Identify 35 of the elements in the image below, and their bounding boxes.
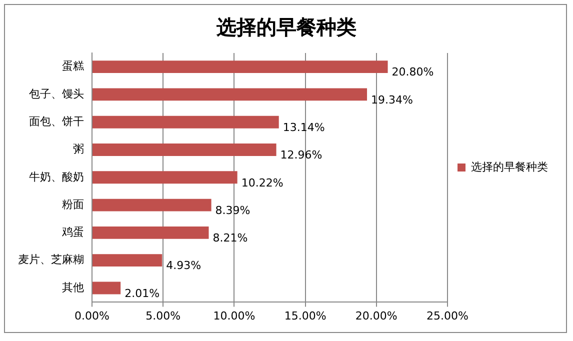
chart-title: 选择的早餐种类 xyxy=(216,15,356,40)
x-tick-label: 25.00% xyxy=(426,309,468,322)
data-label: 13.14% xyxy=(282,120,325,134)
bar xyxy=(92,226,209,239)
y-tick-label: 包子、馒头 xyxy=(29,87,84,100)
data-label: 19.34% xyxy=(371,93,413,106)
bar xyxy=(92,60,388,74)
x-tick-label: 20.00% xyxy=(355,309,398,322)
bar xyxy=(92,88,368,101)
y-tick-label: 其他 xyxy=(62,280,84,294)
y-tick-label: 鸡蛋 xyxy=(61,226,84,239)
data-label: 12.96% xyxy=(280,148,322,162)
legend-label: 选择的早餐种类 xyxy=(471,160,548,174)
bar xyxy=(92,171,238,184)
bar xyxy=(92,282,121,294)
y-tick-label: 粉面 xyxy=(62,198,84,211)
data-label: 4.93% xyxy=(166,259,202,272)
data-label: 20.80% xyxy=(392,66,434,79)
data-label: 10.22% xyxy=(241,176,284,190)
bar xyxy=(92,116,279,128)
x-tick-label: 0.00% xyxy=(74,309,110,322)
data-label: 8.21% xyxy=(212,232,248,245)
x-tick-label: 5.00% xyxy=(146,309,181,322)
bar xyxy=(92,198,212,212)
bar xyxy=(92,254,162,267)
x-tick-label: 15.00% xyxy=(284,309,326,322)
y-tick-label: 麦片、芝麻糊 xyxy=(18,253,84,266)
y-tick-label: 蛋糕 xyxy=(62,60,84,73)
bar xyxy=(92,144,276,156)
y-tick-label: 面包、饼干 xyxy=(29,114,84,128)
data-label: 2.01% xyxy=(124,286,160,300)
y-tick-label: 粥 xyxy=(73,142,84,156)
data-label: 8.39% xyxy=(215,204,250,217)
y-tick-label: 牛奶、酸奶 xyxy=(29,170,84,184)
x-tick-label: 10.00% xyxy=(213,309,256,322)
